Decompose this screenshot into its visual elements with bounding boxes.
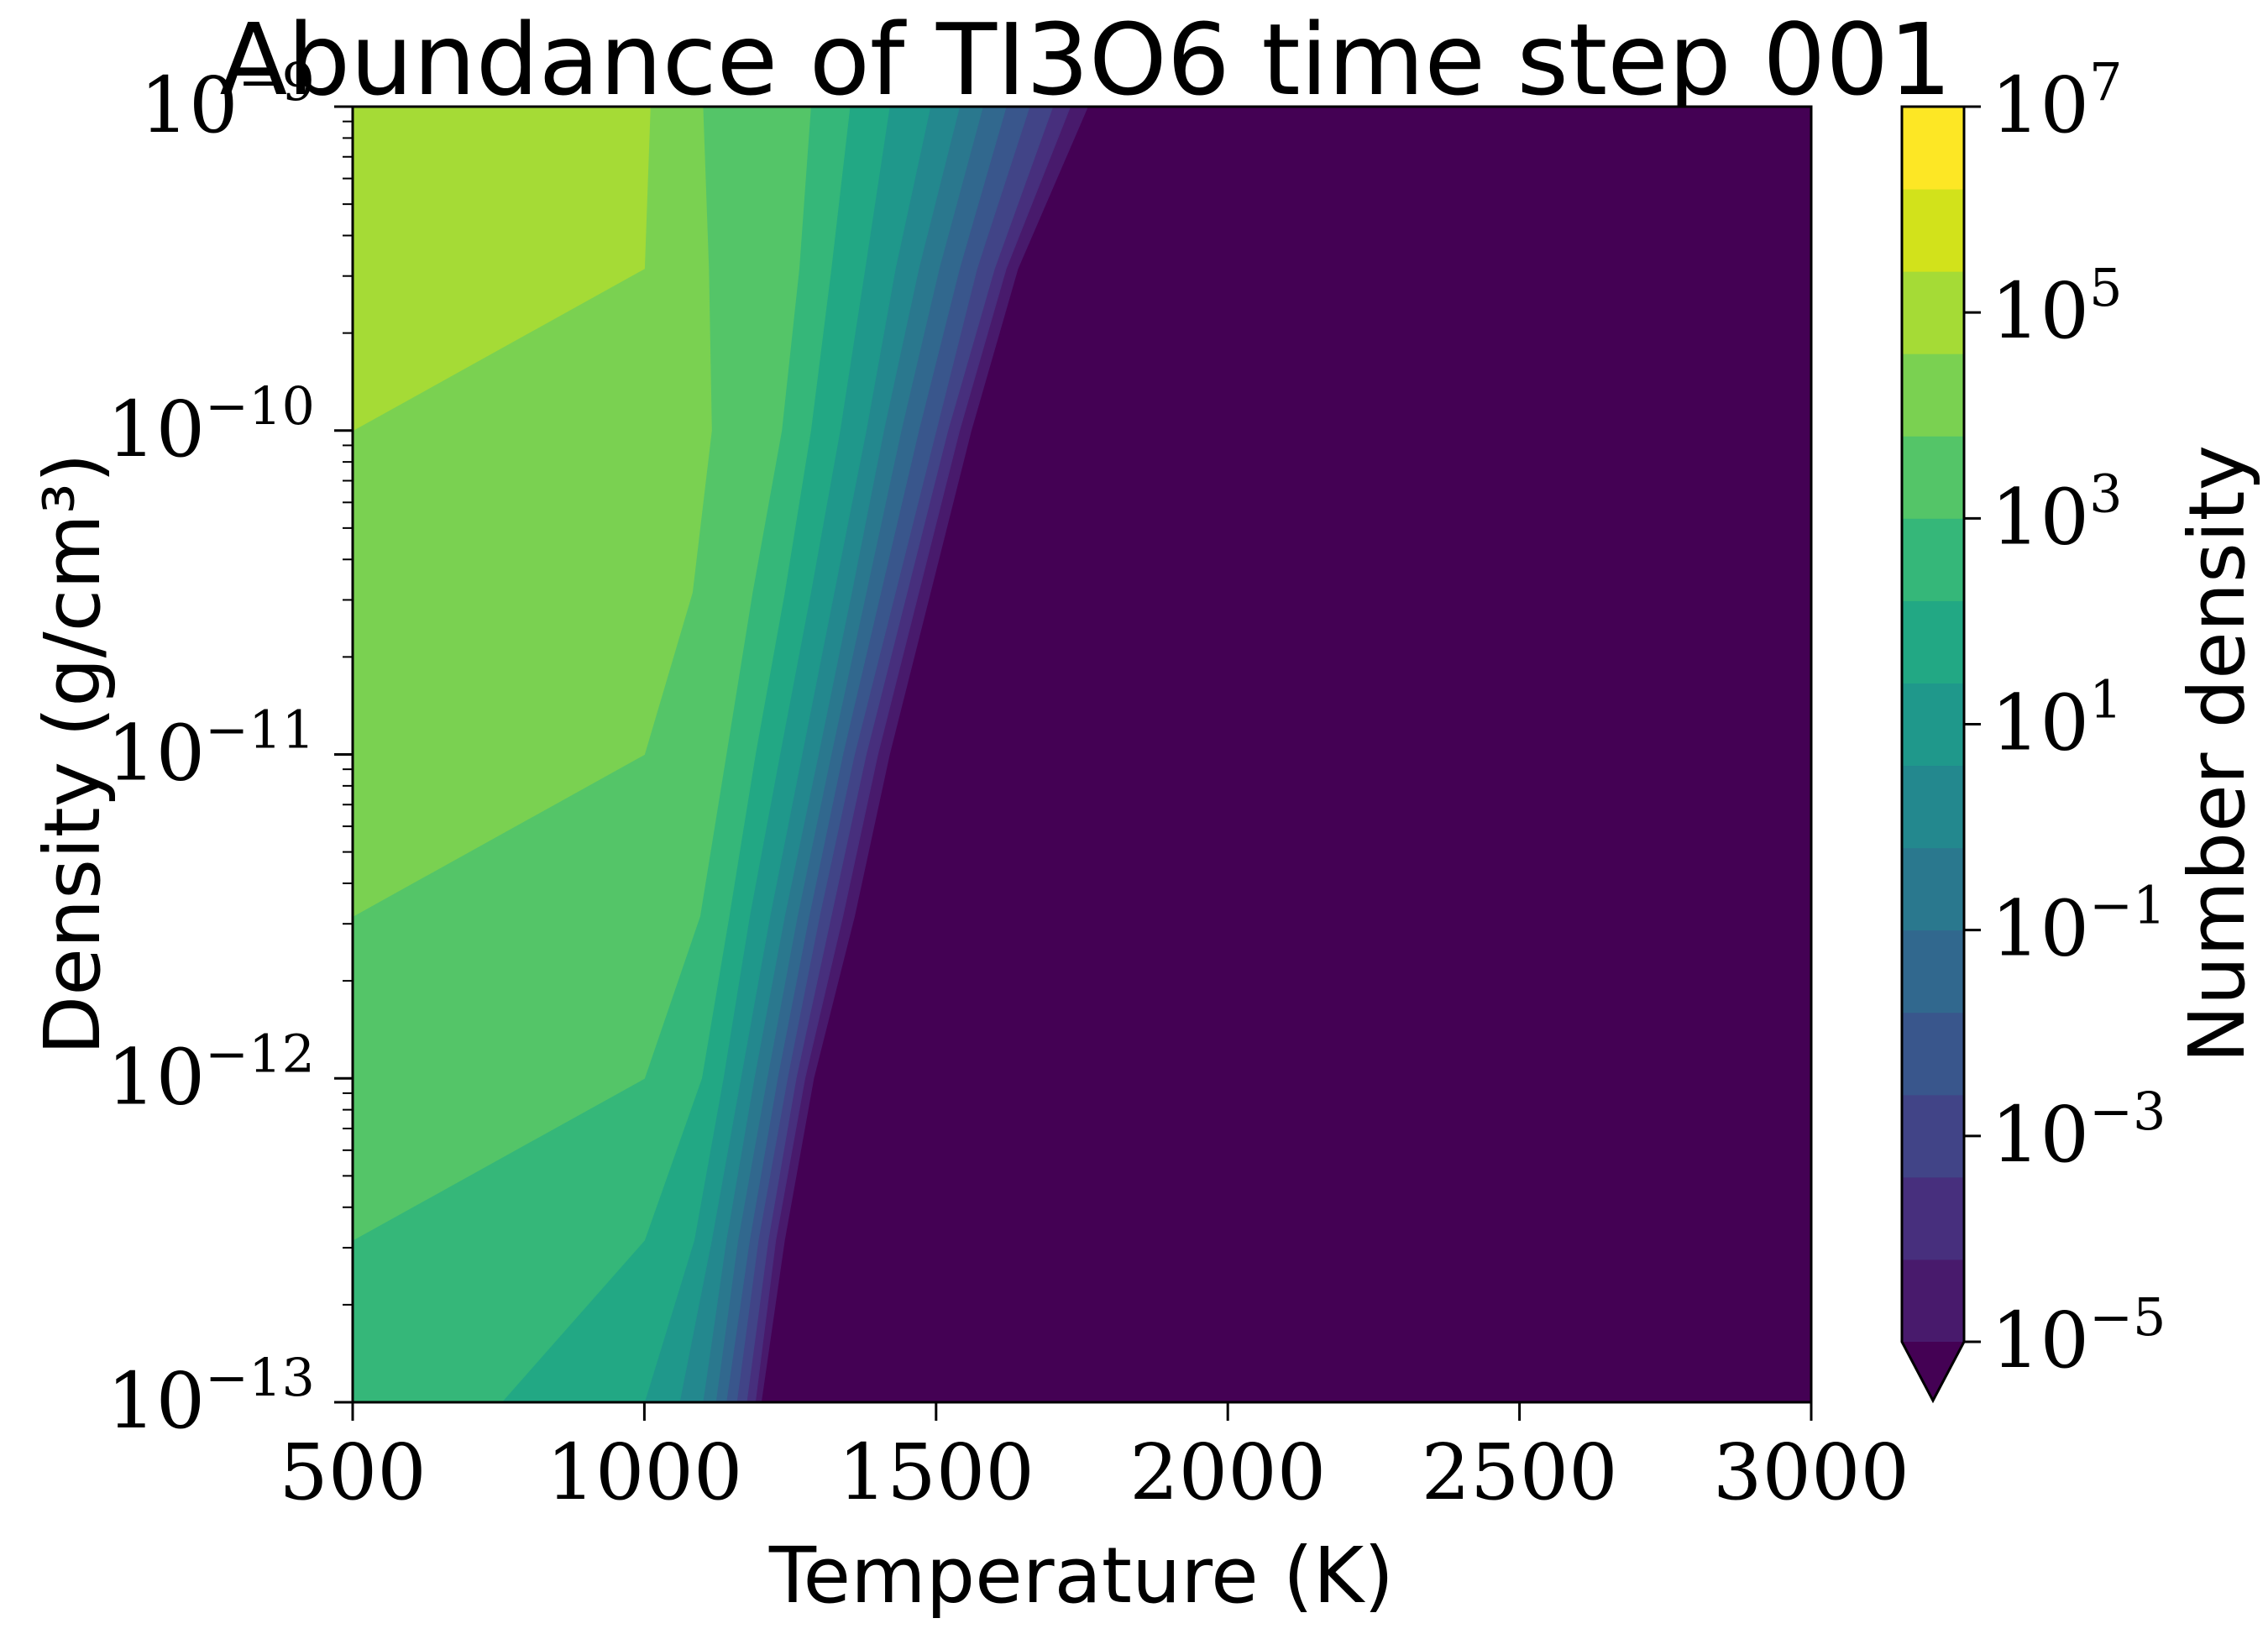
colorbar-extend-triangle bbox=[1902, 1342, 1964, 1401]
x-tick-label: 2500 bbox=[1422, 1427, 1618, 1517]
colorbar-segment bbox=[1902, 1176, 1964, 1260]
colorbar-segment bbox=[1902, 354, 1964, 437]
y-axis-label: Density (g/cm³) bbox=[28, 453, 118, 1055]
y-tick-label: 10−13 bbox=[107, 1347, 315, 1446]
colorbar-label: Number density bbox=[2172, 445, 2262, 1063]
colorbar-segment bbox=[1902, 765, 1964, 849]
colorbar-segment bbox=[1902, 930, 1964, 1013]
colorbar-tick-label: 10−5 bbox=[1991, 1286, 2166, 1385]
colorbar-tick-label: 105 bbox=[1991, 257, 2123, 356]
colorbar-segment bbox=[1902, 847, 1964, 931]
y-tick-label: 10−11 bbox=[107, 699, 315, 799]
x-tick-label: 3000 bbox=[1713, 1427, 1909, 1517]
x-tick-label: 2000 bbox=[1129, 1427, 1326, 1517]
x-tick-label: 1500 bbox=[838, 1427, 1034, 1517]
colorbar-frame bbox=[1900, 105, 1966, 1404]
contour-bands bbox=[352, 106, 1811, 1403]
colorbar: 10−5 10−3 10−1 101 103 105 107 bbox=[1900, 51, 2166, 1404]
colorbar-segment bbox=[1902, 1259, 1964, 1343]
x-axis-label: Temperature (K) bbox=[768, 1531, 1394, 1621]
x-axis: 500 1000 1500 2000 2500 3000 bbox=[279, 1402, 1909, 1517]
y-axis: 10−13 10−12 10−11 10−10 10−9 bbox=[107, 51, 353, 1446]
x-tick-label: 500 bbox=[279, 1427, 427, 1517]
chart-title: Abundance of TI3O6 time step 001 bbox=[220, 2, 1952, 118]
colorbar-segment bbox=[1902, 1012, 1964, 1096]
y-tick-label: 10−9 bbox=[140, 51, 315, 150]
colorbar-segment bbox=[1902, 518, 1964, 601]
colorbar-tick-label: 107 bbox=[1991, 51, 2123, 150]
colorbar-tick-label: 103 bbox=[1991, 463, 2123, 562]
colorbar-tick-label: 10−1 bbox=[1991, 875, 2166, 974]
colorbar-segment bbox=[1902, 1094, 1964, 1178]
plot-area bbox=[351, 105, 1813, 1404]
colorbar-segment bbox=[1902, 271, 1964, 354]
colorbar-tick-label: 101 bbox=[1991, 669, 2123, 768]
colorbar-tick-label: 10−3 bbox=[1991, 1081, 2166, 1180]
x-tick-label: 1000 bbox=[546, 1427, 742, 1517]
colorbar-segment bbox=[1902, 683, 1964, 767]
y-tick-label: 10−12 bbox=[107, 1023, 315, 1122]
y-tick-label: 10−10 bbox=[107, 375, 315, 474]
colorbar-segment bbox=[1902, 189, 1964, 272]
colorbar-segment bbox=[1902, 436, 1964, 519]
colorbar-segment bbox=[1902, 107, 1964, 190]
colorbar-segment bbox=[1902, 600, 1964, 683]
